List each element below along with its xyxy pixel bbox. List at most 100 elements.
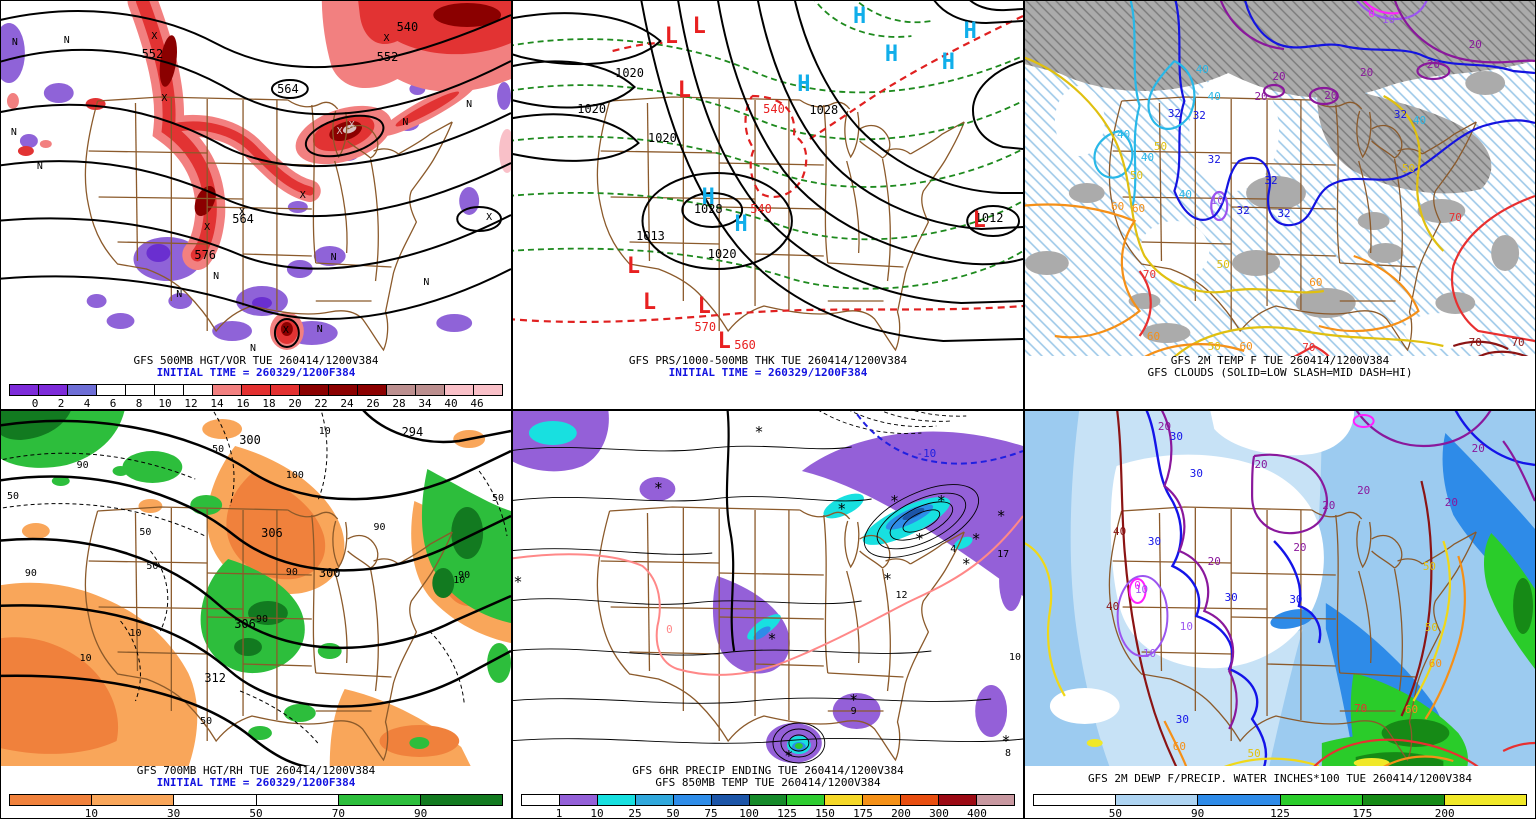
- 850-temp-bold-contour: [725, 411, 736, 652]
- contour-label: 50: [1130, 169, 1143, 182]
- saturated-core: [1, 411, 484, 656]
- colorbar-tick: 34: [418, 397, 432, 410]
- contour-label: 20: [1158, 420, 1171, 433]
- contour-label: 8: [1005, 748, 1011, 759]
- contour-label: 60: [1405, 703, 1418, 716]
- colorbar-segment: [91, 795, 174, 805]
- contour-label: 50: [1248, 747, 1261, 760]
- colorbar-tick: 125: [777, 807, 797, 819]
- contour-label: 40: [1179, 188, 1192, 201]
- contour-label: 50: [492, 493, 504, 504]
- contour-label: 20: [1445, 496, 1458, 509]
- contour-label: 306: [261, 526, 283, 540]
- contour-label: 40: [1117, 128, 1130, 141]
- colorbar-segment: [473, 385, 502, 395]
- colorbar-tick: 46: [470, 397, 484, 410]
- contour-label: 32: [1193, 109, 1206, 122]
- contour-label: N: [37, 161, 43, 172]
- contour-label: 32: [1394, 108, 1407, 121]
- colorbar-segment: [299, 385, 328, 395]
- caption-block: GFS 6HR PRECIP ENDING TUE 260414/1200V38…: [513, 765, 1023, 789]
- contour-label: 564: [232, 212, 254, 226]
- colorbar-tick: 18: [262, 397, 276, 410]
- caption-block: GFS 2M DEWP F/PRECIP. WATER INCHES*100 T…: [1025, 773, 1535, 785]
- contour-label: 70: [1449, 211, 1462, 224]
- colorbar-tick: 12: [184, 397, 198, 410]
- init-time: INITIAL TIME = 260329/1200F384: [156, 366, 356, 379]
- precip-water-max-shading: [1086, 739, 1390, 766]
- contour-label: X: [300, 190, 306, 201]
- contour-label: 20: [1322, 499, 1335, 512]
- contour-label: 90: [25, 568, 37, 579]
- contour-label: L: [627, 254, 640, 279]
- colorbar-tick: 30: [167, 807, 181, 819]
- contour-label: 10: [1009, 652, 1021, 663]
- contour-label: N: [317, 324, 323, 335]
- colorbar-segment: [125, 385, 154, 395]
- contour-label: 540: [750, 202, 772, 216]
- contour-label: 30: [1176, 713, 1189, 726]
- panel-title: GFS 6HR PRECIP ENDING TUE 260414/1200V38…: [632, 764, 904, 777]
- contour-label: 10: [1382, 13, 1395, 26]
- contour-label: 564: [277, 82, 299, 96]
- colorbar-segment: [710, 795, 749, 805]
- contour-label: *: [849, 691, 858, 709]
- contour-label: 10: [1211, 194, 1224, 207]
- contour-label: 294: [402, 425, 424, 439]
- colorbar-segment: [255, 795, 338, 805]
- colorbar-tick: 8: [135, 397, 143, 410]
- colorbar-tick: 2: [57, 397, 65, 410]
- contour-label: 90: [256, 614, 268, 625]
- contour-label: H: [702, 185, 715, 210]
- colorbar-segment: [786, 795, 825, 805]
- contour-label: 90: [77, 460, 89, 471]
- contour-label: 90: [458, 570, 470, 581]
- contour-label: 10: [129, 628, 141, 639]
- contour-label: 60: [1147, 330, 1160, 343]
- colorbar-segment: [976, 795, 1014, 805]
- colorbar-tick: 1: [555, 807, 563, 819]
- panel-title: GFS 500MB HGT/VOR TUE 260414/1200V384: [133, 354, 379, 367]
- colorbar-tick: 10: [84, 807, 98, 819]
- colorbar-tick: 50: [1108, 807, 1122, 819]
- colorbar-segment: [154, 385, 183, 395]
- colorbar-tick: 14: [210, 397, 224, 410]
- colorbar-tick: 26: [366, 397, 380, 410]
- panel-mslp-thickness: 1020 1020 1020 1028 1028 1013 1020 1012 540 540 57…: [512, 0, 1024, 410]
- contour-label: X: [486, 212, 492, 223]
- colorbar-segment: [10, 795, 92, 805]
- map-mslp-thickness: 1020 1020 1020 1028 1028 1013 1020 1012 540 540 57…: [513, 1, 1023, 354]
- contour-label: H: [964, 19, 977, 44]
- colorbar-scale: [1033, 794, 1527, 806]
- colorbar-tick: 6: [109, 397, 117, 410]
- colorbar-segment: [444, 385, 473, 395]
- panel-title: GFS 2M TEMP F TUE 260414/1200V384: [1170, 354, 1390, 367]
- contour-label: 50: [146, 561, 158, 572]
- strong-negative-vorticity-core: [146, 244, 272, 309]
- contour-label: 10: [80, 653, 92, 664]
- contour-label: *: [962, 555, 971, 573]
- contour-label: 4: [950, 544, 956, 555]
- colorbar-scale: [9, 794, 503, 806]
- contour-label: X: [337, 126, 343, 137]
- colorbar-tick: 70: [331, 807, 345, 819]
- contour-label: N: [466, 99, 472, 110]
- init-time: INITIAL TIME = 260329/1200F384: [668, 366, 868, 379]
- contour-label: 312: [204, 671, 226, 685]
- very-heavy-precip-core: [902, 508, 925, 520]
- colorbar-tick: 50: [666, 807, 680, 819]
- contour-label: 40: [1208, 90, 1221, 103]
- contour-label: 30: [1170, 430, 1183, 443]
- contour-label: 30: [1148, 535, 1161, 548]
- contour-label: 552: [377, 50, 399, 64]
- colorbar-segment: [634, 795, 673, 805]
- contour-label: 20: [1472, 442, 1485, 455]
- colorbar-segment: [748, 795, 787, 805]
- contour-label: N: [423, 277, 429, 288]
- contour-label: 40: [1413, 114, 1426, 127]
- clear-sky-areas: [1054, 71, 1484, 349]
- colorbar-tick: 125: [1270, 807, 1290, 819]
- colorbar-tick: 90: [1191, 807, 1205, 819]
- contour-label: 1028: [809, 103, 838, 117]
- contour-label: 60: [1429, 657, 1442, 670]
